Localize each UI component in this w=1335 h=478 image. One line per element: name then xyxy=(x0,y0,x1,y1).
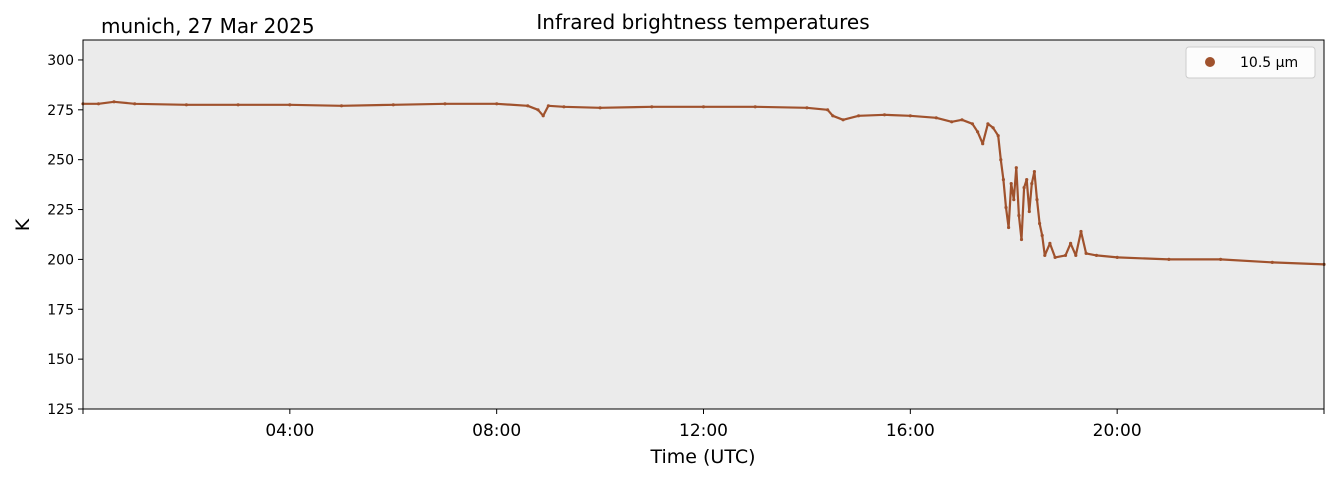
data-point xyxy=(857,114,861,118)
data-point xyxy=(495,102,499,106)
x-tick-label: 08:00 xyxy=(472,421,521,441)
x-tick-label: 16:00 xyxy=(886,421,935,441)
data-point xyxy=(1084,251,1088,255)
data-point xyxy=(1007,225,1011,230)
data-point xyxy=(981,142,985,146)
data-point xyxy=(986,122,990,126)
y-tick-label: 250 xyxy=(47,153,74,169)
x-tick-label: 20:00 xyxy=(1093,421,1142,441)
y-tick-label: 150 xyxy=(47,352,74,368)
data-point xyxy=(1035,198,1039,202)
data-point xyxy=(1025,178,1029,182)
y-tick-label: 275 xyxy=(47,103,74,119)
data-point xyxy=(339,104,344,108)
data-point xyxy=(1014,166,1018,170)
data-point xyxy=(950,120,954,124)
data-point xyxy=(976,130,980,134)
data-point xyxy=(1038,221,1042,226)
x-tick-label: 12:00 xyxy=(679,421,728,441)
data-point xyxy=(1115,255,1119,259)
data-point xyxy=(391,103,395,107)
data-point xyxy=(133,102,137,106)
data-point xyxy=(1017,213,1021,218)
data-point xyxy=(1030,182,1034,186)
data-point xyxy=(934,116,938,120)
y-axis-label: K xyxy=(12,218,34,231)
data-point xyxy=(970,122,975,126)
data-point xyxy=(1009,182,1013,186)
data-point xyxy=(184,103,188,107)
data-point xyxy=(805,106,809,110)
data-point xyxy=(1074,253,1078,257)
legend-box xyxy=(1185,46,1316,79)
data-point xyxy=(831,114,835,118)
data-point xyxy=(236,103,240,107)
data-point xyxy=(1040,233,1044,238)
data-point xyxy=(1022,186,1026,190)
data-point xyxy=(443,102,447,106)
data-point xyxy=(996,134,1000,138)
data-point xyxy=(999,158,1003,162)
plot-background xyxy=(83,40,1324,409)
data-point xyxy=(1069,241,1073,245)
data-point xyxy=(1027,209,1031,214)
data-point xyxy=(960,118,964,122)
legend: 10.5 µm xyxy=(1185,46,1316,79)
data-point xyxy=(1032,170,1036,174)
y-tick-label: 175 xyxy=(47,302,74,318)
data-point xyxy=(536,108,540,112)
data-point xyxy=(1094,253,1099,257)
data-point xyxy=(1043,253,1047,257)
data-point xyxy=(991,126,995,130)
data-point xyxy=(1019,237,1024,242)
chart-title: Infrared brightness temperatures xyxy=(536,10,869,34)
data-point xyxy=(288,103,292,107)
data-point xyxy=(650,105,654,109)
data-point xyxy=(841,118,845,122)
data-point xyxy=(1219,257,1223,261)
data-point xyxy=(1063,253,1068,257)
y-tick-label: 125 xyxy=(47,402,74,418)
data-point xyxy=(826,108,830,112)
data-point xyxy=(1053,255,1057,259)
data-point xyxy=(1004,205,1008,210)
data-point xyxy=(546,104,551,108)
data-point xyxy=(562,105,566,109)
data-point xyxy=(1048,241,1052,245)
y-axis: 125 150 175 200 225 250 275 300 xyxy=(47,53,83,418)
data-point xyxy=(1001,178,1006,182)
data-point xyxy=(701,105,706,109)
y-tick-label: 200 xyxy=(47,252,74,268)
data-point xyxy=(1079,229,1083,234)
data-point xyxy=(112,100,116,104)
data-point xyxy=(541,114,545,118)
y-tick-label: 225 xyxy=(47,203,74,219)
data-point xyxy=(96,102,101,106)
x-axis-label: Time (UTC) xyxy=(649,446,755,468)
series-layer xyxy=(81,100,1326,266)
chart-subtitle: munich, 27 Mar 2025 xyxy=(101,14,315,38)
data-point xyxy=(908,114,912,118)
y-tick-label: 300 xyxy=(47,53,74,69)
data-point xyxy=(598,106,602,110)
data-point xyxy=(1270,260,1274,264)
data-point xyxy=(526,104,530,108)
legend-marker xyxy=(1205,57,1215,67)
data-point xyxy=(1167,257,1171,261)
legend-label: 10.5 µm xyxy=(1240,55,1298,71)
x-axis: 04:00 08:00 12:00 16:00 20:00 xyxy=(82,409,1325,441)
data-point xyxy=(882,113,887,117)
data-point xyxy=(1012,198,1016,202)
data-point xyxy=(753,105,757,109)
x-tick-label: 04:00 xyxy=(265,421,314,441)
